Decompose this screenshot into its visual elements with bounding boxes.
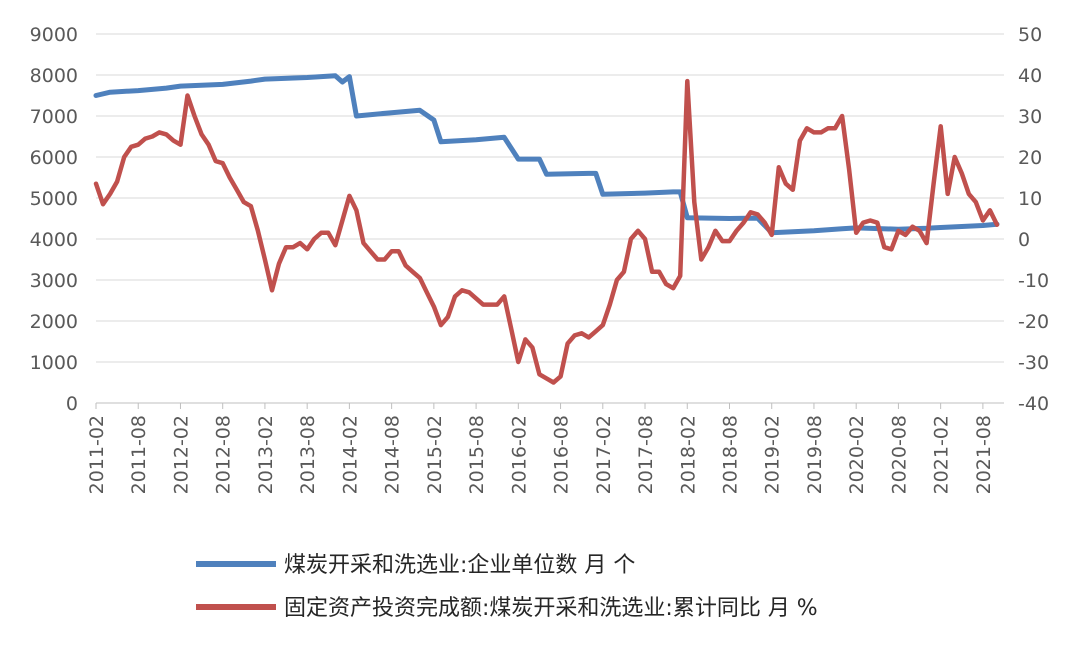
x-tick-label: 2019-08 [804,415,826,494]
x-tick-label: 2013-08 [297,415,319,494]
y-right-tick-label: -20 [1018,311,1049,333]
x-tick-label: 2012-08 [213,415,235,494]
y-right-tick-label: 50 [1018,24,1042,46]
y-left-tick-label: 7000 [30,106,78,128]
axes: 0 1000 2000 3000 4000 5000 6000 7000 8000 9000 -40… [30,24,1049,494]
x-tick-label: 2021-02 [931,415,953,494]
x-tick-label: 2018-02 [677,415,699,494]
series-line-enterprise-count [93,73,1000,236]
series-line-investment-yoy [93,78,1000,385]
x-tick-label: 2014-02 [339,415,361,494]
y-right-tick-label: 10 [1018,188,1042,210]
x-tick-label: 2016-02 [508,415,530,494]
y-left-tick-label: 5000 [30,188,78,210]
y-left-tick-label: 4000 [30,229,78,251]
x-tick-label: 2016-08 [551,415,573,494]
x-tick-label: 2020-02 [846,415,868,494]
legend-label: 固定资产投资完成额:煤炭开采和洗选业:累计同比 月 % [284,596,818,621]
x-tick-label: 2011-08 [128,415,150,494]
y-right-tick-label: -40 [1018,393,1049,415]
y-left-tick-label: 0 [66,393,78,415]
legend-label: 煤炭开采和洗选业:企业单位数 月 个 [284,553,635,578]
x-tick-label: 2017-02 [593,415,615,494]
x-tick-label: 2013-02 [255,415,277,494]
y-right-tick-label: 40 [1018,65,1042,87]
gridlines [96,33,1004,363]
y-left-tick-label: 6000 [30,147,78,169]
y-right-tick-label: 30 [1018,106,1042,128]
x-tick-label: 2019-02 [762,415,784,494]
y-left-tick-label: 3000 [30,270,78,292]
x-tick-label: 2015-02 [424,415,446,494]
y-left-tick-label: 9000 [30,24,78,46]
y-left-tick-label: 2000 [30,311,78,333]
y-left-tick-label: 8000 [30,65,78,87]
x-tick-label: 2017-08 [635,415,657,494]
x-tick-label: 2014-08 [382,415,404,494]
x-tick-label: 2021-08 [973,415,995,494]
y-right-tick-label: -30 [1018,352,1049,374]
y-right-tick-label: 20 [1018,147,1042,169]
x-tick-label: 2015-08 [466,415,488,494]
y-right-tick-label: 0 [1018,229,1030,251]
x-tick-label: 2012-02 [170,415,192,494]
legend: 煤炭开采和洗选业:企业单位数 月 个固定资产投资完成额:煤炭开采和洗选业:累计同… [196,553,818,621]
x-tick-label: 2011-02 [86,415,108,494]
y-right-tick-label: -10 [1018,270,1049,292]
x-tick-label: 2020-08 [888,415,910,494]
y-left-tick-label: 1000 [30,352,78,374]
x-tick-label: 2018-08 [719,415,741,494]
series-lines [93,73,1000,385]
